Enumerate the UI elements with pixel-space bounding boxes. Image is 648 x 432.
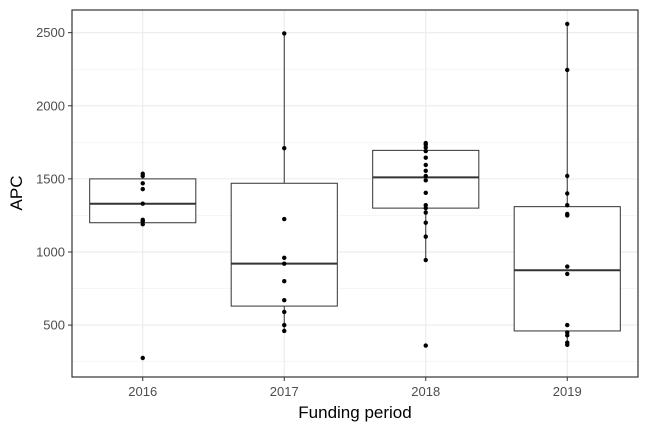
data-point xyxy=(140,222,145,227)
data-point xyxy=(565,264,570,269)
data-point xyxy=(565,271,570,277)
plot-border xyxy=(71,9,639,378)
x-axis: 2016 2017 2018 2019 xyxy=(128,377,582,399)
data-point xyxy=(140,181,145,186)
data-point xyxy=(423,257,428,263)
x-axis-title: Funding period xyxy=(298,403,411,422)
y-tick-label: 500 xyxy=(43,318,65,333)
y-tick-label: 1500 xyxy=(36,171,65,186)
x-tick-label: 2018 xyxy=(411,384,440,399)
x-tick-label: 2019 xyxy=(553,384,582,399)
data-point xyxy=(423,145,428,150)
iqr-box xyxy=(89,178,197,224)
data-point xyxy=(423,155,428,160)
data-point xyxy=(565,21,570,27)
data-point xyxy=(282,322,287,328)
data-point xyxy=(423,234,428,239)
data-point xyxy=(423,205,428,211)
data-point xyxy=(423,190,428,195)
data-point xyxy=(565,191,570,196)
data-point xyxy=(423,173,428,179)
data-point xyxy=(565,202,570,208)
data-point xyxy=(423,220,428,225)
box-2017 xyxy=(230,33,338,331)
data-point xyxy=(140,173,145,179)
data-point xyxy=(423,168,428,174)
data-point xyxy=(423,178,428,183)
data-point xyxy=(282,145,287,151)
box-2019 xyxy=(513,23,621,345)
data-point xyxy=(565,322,570,328)
data-point xyxy=(282,261,287,266)
y-tick-label: 2000 xyxy=(36,98,65,113)
box-2018 xyxy=(372,143,480,261)
data-point xyxy=(423,210,428,215)
points-layer xyxy=(140,21,570,361)
data-point xyxy=(282,31,287,36)
data-point xyxy=(282,328,287,334)
data-point xyxy=(140,201,145,206)
data-point xyxy=(282,279,287,284)
data-point xyxy=(140,355,145,361)
data-point xyxy=(565,173,570,179)
iqr-box xyxy=(230,182,338,307)
data-point xyxy=(565,342,570,348)
x-tick-label: 2016 xyxy=(128,384,157,399)
data-point xyxy=(282,309,287,315)
x-tick-label: 2017 xyxy=(270,384,299,399)
data-point xyxy=(423,343,428,348)
data-point xyxy=(565,67,570,73)
data-point xyxy=(140,186,145,192)
data-point xyxy=(282,255,287,261)
data-point xyxy=(565,213,570,218)
y-tick-label: 2500 xyxy=(36,25,65,40)
y-tick-label: 1000 xyxy=(36,244,65,259)
data-point xyxy=(565,333,570,338)
y-axis: 500 1000 1500 2000 2500 xyxy=(36,25,72,333)
data-point xyxy=(423,162,428,168)
data-point xyxy=(423,148,428,154)
y-axis-title: APC xyxy=(7,176,26,211)
data-point xyxy=(282,216,287,222)
data-point xyxy=(282,298,287,303)
